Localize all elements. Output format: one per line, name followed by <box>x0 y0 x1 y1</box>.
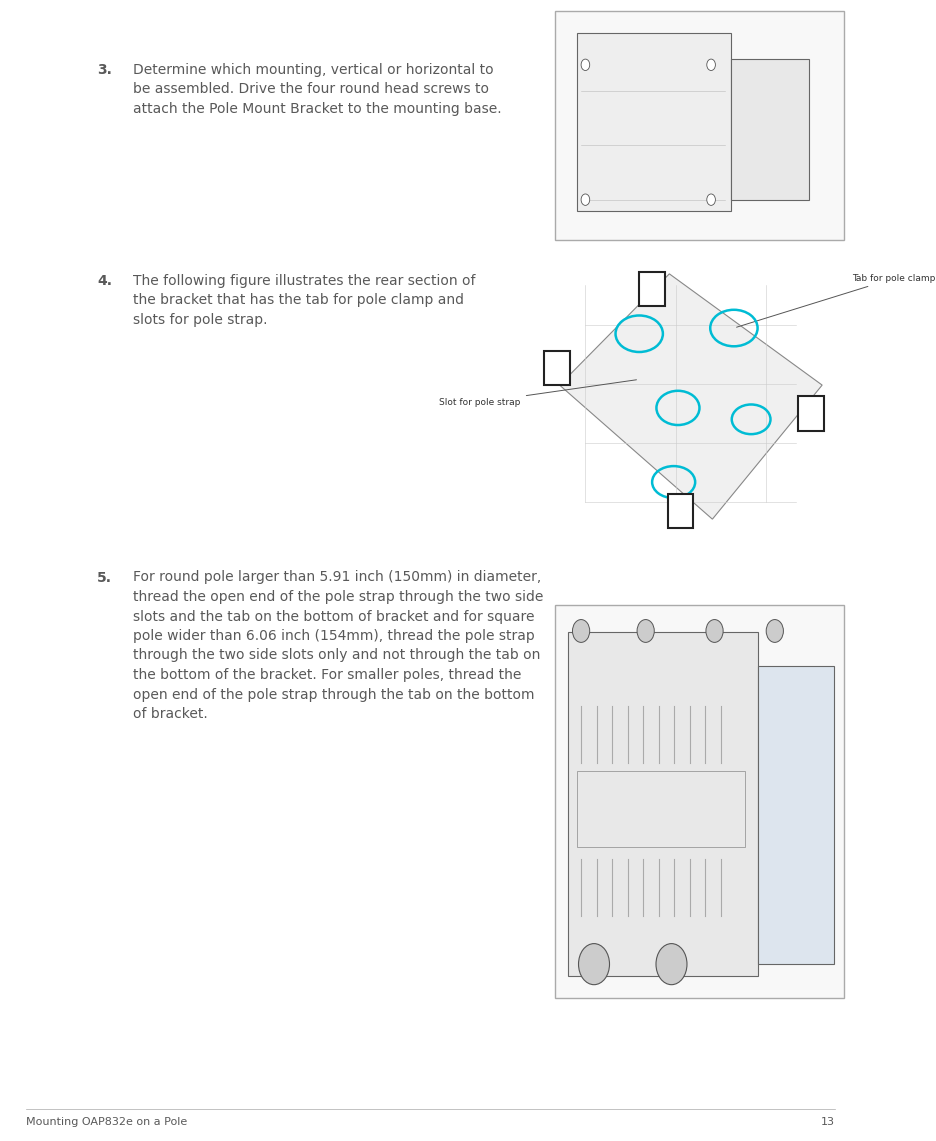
Bar <box>638 272 665 306</box>
Circle shape <box>578 944 608 985</box>
Polygon shape <box>559 274 821 519</box>
Bar <box>797 396 823 430</box>
Bar <box>667 494 693 528</box>
Circle shape <box>766 620 782 642</box>
Text: 4.: 4. <box>96 274 111 288</box>
Text: Determine which mounting, vertical or horizontal to
be assembled. Drive the four: Determine which mounting, vertical or ho… <box>133 63 502 115</box>
Text: The following figure illustrates the rear section of
the bracket that has the ta: The following figure illustrates the rea… <box>133 274 475 326</box>
Circle shape <box>706 59 714 71</box>
Text: 13: 13 <box>820 1117 834 1127</box>
Bar <box>757 666 833 964</box>
Circle shape <box>636 620 653 642</box>
FancyBboxPatch shape <box>555 605 842 998</box>
Text: 5.: 5. <box>96 570 111 584</box>
Text: For round pole larger than 5.91 inch (150mm) in diameter,
thread the open end of: For round pole larger than 5.91 inch (15… <box>133 570 543 721</box>
Text: 3.: 3. <box>97 63 111 76</box>
Circle shape <box>580 194 589 205</box>
Circle shape <box>705 620 723 642</box>
Bar <box>577 771 744 848</box>
Circle shape <box>572 620 589 642</box>
Circle shape <box>706 194 714 205</box>
FancyBboxPatch shape <box>524 262 847 531</box>
Circle shape <box>655 944 686 985</box>
Bar <box>567 632 757 976</box>
Bar <box>544 350 569 385</box>
Text: Slot for pole strap: Slot for pole strap <box>439 380 636 406</box>
Text: Mounting OAP832e on a Pole: Mounting OAP832e on a Pole <box>26 1117 187 1127</box>
FancyBboxPatch shape <box>555 11 842 240</box>
Circle shape <box>580 59 589 71</box>
Bar <box>577 33 730 211</box>
Text: Tab for pole clamp: Tab for pole clamp <box>736 274 935 327</box>
Bar <box>730 58 808 200</box>
